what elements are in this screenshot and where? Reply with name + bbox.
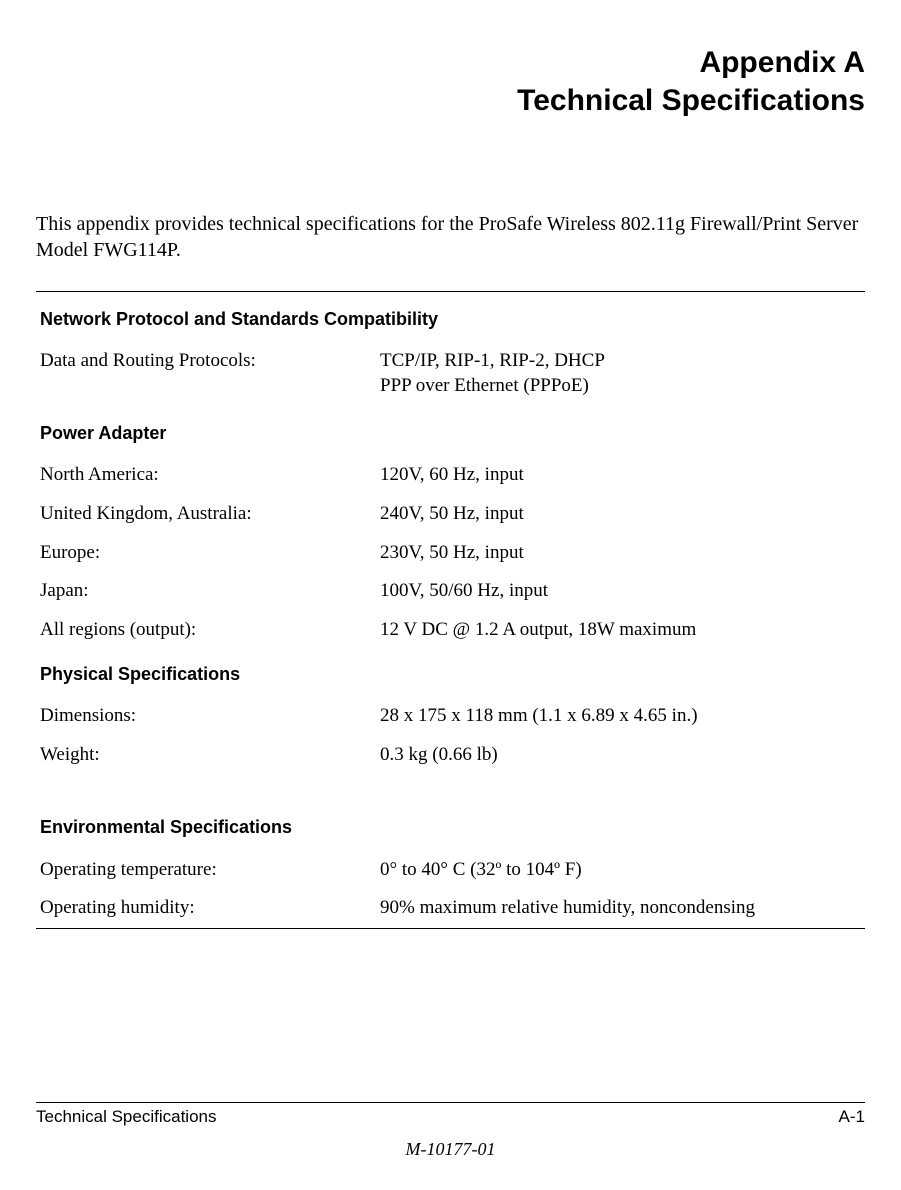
footer-right: A-1 <box>839 1107 865 1127</box>
section-header-row: Power Adapter <box>36 406 865 456</box>
spacer-row <box>36 774 865 800</box>
spec-label: Europe: <box>36 534 376 573</box>
section-header-row: Physical Specifications <box>36 650 865 697</box>
table-row: Operating humidity: 90% maximum relative… <box>36 889 865 928</box>
spec-label: United Kingdom, Australia: <box>36 495 376 534</box>
table-row: North America: 120V, 60 Hz, input <box>36 456 865 495</box>
spec-value: TCP/IP, RIP-1, RIP-2, DHCP PPP over Ethe… <box>376 342 865 405</box>
spec-value-line: TCP/IP, RIP-1, RIP-2, DHCP <box>380 350 605 371</box>
spec-value: 28 x 175 x 118 mm (1.1 x 6.89 x 4.65 in.… <box>376 697 865 736</box>
table-row: United Kingdom, Australia: 240V, 50 Hz, … <box>36 495 865 534</box>
spec-value-line: PPP over Ethernet (PPPoE) <box>380 375 589 396</box>
appendix-title-line2: Technical Specifications <box>36 82 865 120</box>
spec-label: Operating temperature: <box>36 851 376 890</box>
spec-value: 100V, 50/60 Hz, input <box>376 572 865 611</box>
table-row: All regions (output): 12 V DC @ 1.2 A ou… <box>36 611 865 650</box>
spec-label: Japan: <box>36 572 376 611</box>
footer-docnum: M-10177-01 <box>36 1139 865 1160</box>
footer-left: Technical Specifications <box>36 1107 216 1127</box>
footer-line: Technical Specifications A-1 <box>36 1102 865 1127</box>
table-row: Europe: 230V, 50 Hz, input <box>36 534 865 573</box>
section-header-network: Network Protocol and Standards Compatibi… <box>40 302 859 335</box>
intro-paragraph: This appendix provides technical specifi… <box>36 211 865 263</box>
spec-label: Data and Routing Protocols: <box>36 342 376 405</box>
spec-value: 0° to 40° C (32º to 104º F) <box>376 851 865 890</box>
section-header-env: Environmental Specifications <box>40 810 859 843</box>
spec-value: 0.3 kg (0.66 lb) <box>376 736 865 775</box>
spec-value: 12 V DC @ 1.2 A output, 18W maximum <box>376 611 865 650</box>
spec-table: Network Protocol and Standards Compatibi… <box>36 291 865 929</box>
section-header-row: Environmental Specifications <box>36 800 865 850</box>
section-header-power: Power Adapter <box>40 416 859 449</box>
spec-label: North America: <box>36 456 376 495</box>
table-row: Weight: 0.3 kg (0.66 lb) <box>36 736 865 775</box>
table-row: Operating temperature: 0° to 40° C (32º … <box>36 851 865 890</box>
spec-label: Dimensions: <box>36 697 376 736</box>
spec-value: 230V, 50 Hz, input <box>376 534 865 573</box>
appendix-title-line1: Appendix A <box>36 44 865 82</box>
table-row: Data and Routing Protocols: TCP/IP, RIP-… <box>36 342 865 405</box>
page: Appendix A Technical Specifications This… <box>0 0 901 1190</box>
section-header-physical: Physical Specifications <box>40 657 859 690</box>
spec-label: Weight: <box>36 736 376 775</box>
spec-value: 240V, 50 Hz, input <box>376 495 865 534</box>
section-header-row: Network Protocol and Standards Compatibi… <box>36 292 865 343</box>
table-row: Japan: 100V, 50/60 Hz, input <box>36 572 865 611</box>
page-footer: Technical Specifications A-1 M-10177-01 <box>36 1102 865 1160</box>
spec-label: All regions (output): <box>36 611 376 650</box>
title-block: Appendix A Technical Specifications <box>36 44 865 119</box>
spec-value: 90% maximum relative humidity, nonconden… <box>376 889 865 928</box>
spec-value: 120V, 60 Hz, input <box>376 456 865 495</box>
table-row: Dimensions: 28 x 175 x 118 mm (1.1 x 6.8… <box>36 697 865 736</box>
spec-label: Operating humidity: <box>36 889 376 928</box>
